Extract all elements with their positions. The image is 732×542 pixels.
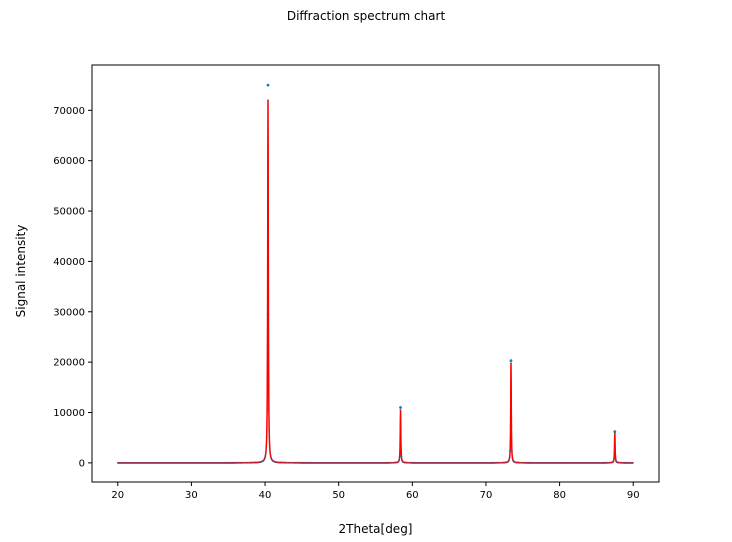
y-tick-label-6: 60000 (53, 156, 85, 167)
y-tick-label-1: 10000 (53, 408, 85, 419)
x-tick-label-3: 50 (332, 490, 345, 501)
x-tick-label-4: 60 (406, 490, 419, 501)
series-line-red (117, 100, 634, 464)
x-tick-label-5: 70 (480, 490, 493, 501)
y-tick-label-2: 20000 (53, 358, 85, 369)
y-axis-label: Signal intensity (14, 224, 28, 318)
peak-marker-3 (613, 430, 617, 434)
x-tick-label-6: 80 (553, 490, 566, 501)
x-tick-label-7: 90 (627, 490, 640, 501)
x-axis-label: 2Theta[deg] (338, 522, 413, 536)
peak-marker-2 (509, 359, 513, 363)
chart-title: Diffraction spectrum chart (286, 9, 446, 23)
x-tick-label-1: 30 (185, 490, 198, 501)
peak-marker-1 (399, 406, 402, 409)
y-tick-label-5: 50000 (53, 207, 85, 218)
series-points-blue (116, 99, 634, 464)
y-tick-label-3: 30000 (53, 307, 85, 318)
y-tick-label-7: 70000 (53, 106, 85, 117)
axes-frame (91, 64, 660, 483)
y-tick-label-4: 40000 (53, 257, 85, 268)
series-line-red-overlay (117, 100, 634, 464)
x-tick-label-0: 20 (111, 490, 124, 501)
y-tick-label-0: 0 (79, 458, 85, 469)
peak-marker-0 (266, 83, 270, 87)
x-tick-label-2: 40 (259, 490, 272, 501)
